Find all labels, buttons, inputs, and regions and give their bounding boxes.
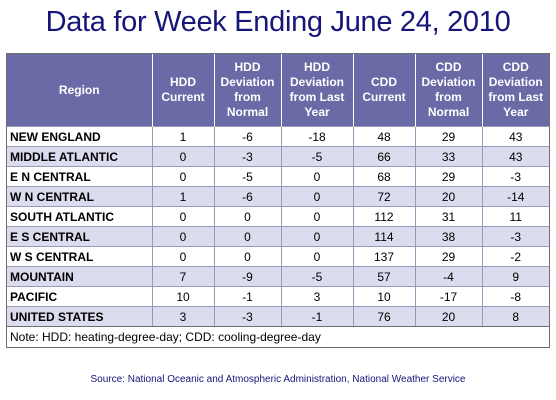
column-header-hdd-deviation-normal: HDD Deviation from Normal <box>214 54 282 127</box>
region-cell: MOUNTAIN <box>7 266 153 287</box>
hdd-deviation-last-year-cell: -18 <box>281 126 354 147</box>
table-row: E S CENTRAL 0 0 0 114 38 -3 <box>7 226 549 247</box>
cdd-current-cell: 76 <box>353 306 416 326</box>
hdd-current-cell: 1 <box>152 126 215 147</box>
hdd-current-cell: 0 <box>152 146 215 167</box>
cdd-current-cell: 57 <box>353 266 416 287</box>
cdd-deviation-normal-cell: 29 <box>415 166 483 187</box>
table-row: NEW ENGLAND 1 -6 -18 48 29 43 <box>7 126 549 147</box>
cdd-deviation-last-year-cell: -2 <box>482 246 549 267</box>
cdd-deviation-normal-cell: 33 <box>415 146 483 167</box>
cdd-deviation-normal-cell: 20 <box>415 306 483 326</box>
cdd-deviation-normal-cell: 29 <box>415 126 483 147</box>
cdd-deviation-last-year-cell: -8 <box>482 286 549 307</box>
cdd-deviation-last-year-cell: -3 <box>482 226 549 247</box>
table-row: MIDDLE ATLANTIC 0 -3 -5 66 33 43 <box>7 146 549 167</box>
hdd-deviation-normal-cell: -9 <box>214 266 282 287</box>
hdd-current-cell: 7 <box>152 266 215 287</box>
hdd-deviation-last-year-cell: 0 <box>281 206 354 227</box>
cdd-deviation-normal-cell: -4 <box>415 266 483 287</box>
cdd-deviation-last-year-cell: 8 <box>482 306 549 326</box>
table-row: E N CENTRAL 0 -5 0 68 29 -3 <box>7 166 549 187</box>
hdd-deviation-last-year-cell: 0 <box>281 246 354 267</box>
table-header-row: Region HDD Current HDD Deviation from No… <box>7 54 549 127</box>
table-row: UNITED STATES 3 -3 -1 76 20 8 <box>7 306 549 326</box>
region-cell: MIDDLE ATLANTIC <box>7 146 153 167</box>
column-header-hdd-current: HDD Current <box>152 54 215 127</box>
hdd-current-cell: 1 <box>152 186 215 207</box>
cdd-deviation-last-year-cell: -3 <box>482 166 549 187</box>
cdd-deviation-normal-cell: 29 <box>415 246 483 267</box>
hdd-deviation-last-year-cell: -5 <box>281 266 354 287</box>
cdd-current-cell: 68 <box>353 166 416 187</box>
region-cell: NEW ENGLAND <box>7 126 153 147</box>
hdd-deviation-normal-cell: 0 <box>214 206 282 227</box>
table-row: PACIFIC 10 -1 3 10 -17 -8 <box>7 286 549 307</box>
hdd-current-cell: 0 <box>152 206 215 227</box>
cdd-current-cell: 48 <box>353 126 416 147</box>
cdd-deviation-normal-cell: -17 <box>415 286 483 307</box>
cdd-current-cell: 66 <box>353 146 416 167</box>
table-row: MOUNTAIN 7 -9 -5 57 -4 9 <box>7 266 549 287</box>
hdd-deviation-normal-cell: 0 <box>214 226 282 247</box>
cdd-current-cell: 112 <box>353 206 416 227</box>
hdd-deviation-last-year-cell: 3 <box>281 286 354 307</box>
column-header-cdd-current: CDD Current <box>353 54 416 127</box>
cdd-deviation-last-year-cell: 43 <box>482 126 549 147</box>
table-note: Note: HDD: heating-degree-day; CDD: cool… <box>7 326 549 347</box>
column-header-hdd-deviation-last-year: HDD Deviation from Last Year <box>281 54 354 127</box>
hdd-current-cell: 10 <box>152 286 215 307</box>
hdd-current-cell: 0 <box>152 246 215 267</box>
cdd-current-cell: 137 <box>353 246 416 267</box>
region-cell: UNITED STATES <box>7 306 153 326</box>
hdd-deviation-normal-cell: -1 <box>214 286 282 307</box>
region-cell: W S CENTRAL <box>7 246 153 267</box>
hdd-deviation-normal-cell: -3 <box>214 306 282 326</box>
hdd-deviation-last-year-cell: 0 <box>281 166 354 187</box>
hdd-deviation-normal-cell: -5 <box>214 166 282 187</box>
table-row: W S CENTRAL 0 0 0 137 29 -2 <box>7 246 549 267</box>
hdd-deviation-normal-cell: -6 <box>214 126 282 147</box>
region-cell: E N CENTRAL <box>7 166 153 187</box>
column-header-region: Region <box>7 54 153 127</box>
cdd-deviation-normal-cell: 31 <box>415 206 483 227</box>
cdd-deviation-normal-cell: 38 <box>415 226 483 247</box>
cdd-deviation-last-year-cell: 9 <box>482 266 549 287</box>
cdd-current-cell: 10 <box>353 286 416 307</box>
region-cell: SOUTH ATLANTIC <box>7 206 153 227</box>
table-row: W N CENTRAL 1 -6 0 72 20 -14 <box>7 186 549 207</box>
cdd-current-cell: 114 <box>353 226 416 247</box>
table-row: SOUTH ATLANTIC 0 0 0 112 31 11 <box>7 206 549 227</box>
region-cell: W N CENTRAL <box>7 186 153 207</box>
hdd-current-cell: 0 <box>152 166 215 187</box>
hdd-current-cell: 0 <box>152 226 215 247</box>
column-header-cdd-deviation-normal: CDD Deviation from Normal <box>415 54 483 127</box>
hdd-current-cell: 3 <box>152 306 215 326</box>
degree-day-table: Region HDD Current HDD Deviation from No… <box>7 54 549 326</box>
hdd-deviation-last-year-cell: -1 <box>281 306 354 326</box>
region-cell: E S CENTRAL <box>7 226 153 247</box>
page-title: Data for Week Ending June 24, 2010 <box>45 6 511 38</box>
cdd-deviation-normal-cell: 20 <box>415 186 483 207</box>
source-credit: Source: National Oceanic and Atmospheric… <box>90 374 466 385</box>
hdd-deviation-normal-cell: -6 <box>214 186 282 207</box>
cdd-deviation-last-year-cell: 11 <box>482 206 549 227</box>
cdd-deviation-last-year-cell: 43 <box>482 146 549 167</box>
cdd-deviation-last-year-cell: -14 <box>482 186 549 207</box>
table-body: NEW ENGLAND 1 -6 -18 48 29 43 MIDDLE ATLANTIC 0-… <box>7 126 549 326</box>
weather-data-table: Region HDD Current HDD Deviation from No… <box>6 53 550 348</box>
hdd-deviation-last-year-cell: 0 <box>281 226 354 247</box>
cdd-current-cell: 72 <box>353 186 416 207</box>
hdd-deviation-last-year-cell: -5 <box>281 146 354 167</box>
region-cell: PACIFIC <box>7 286 153 307</box>
hdd-deviation-normal-cell: -3 <box>214 146 282 167</box>
hdd-deviation-last-year-cell: 0 <box>281 186 354 207</box>
column-header-cdd-deviation-last-year: CDD Deviation from Last Year <box>482 54 549 127</box>
hdd-deviation-normal-cell: 0 <box>214 246 282 267</box>
